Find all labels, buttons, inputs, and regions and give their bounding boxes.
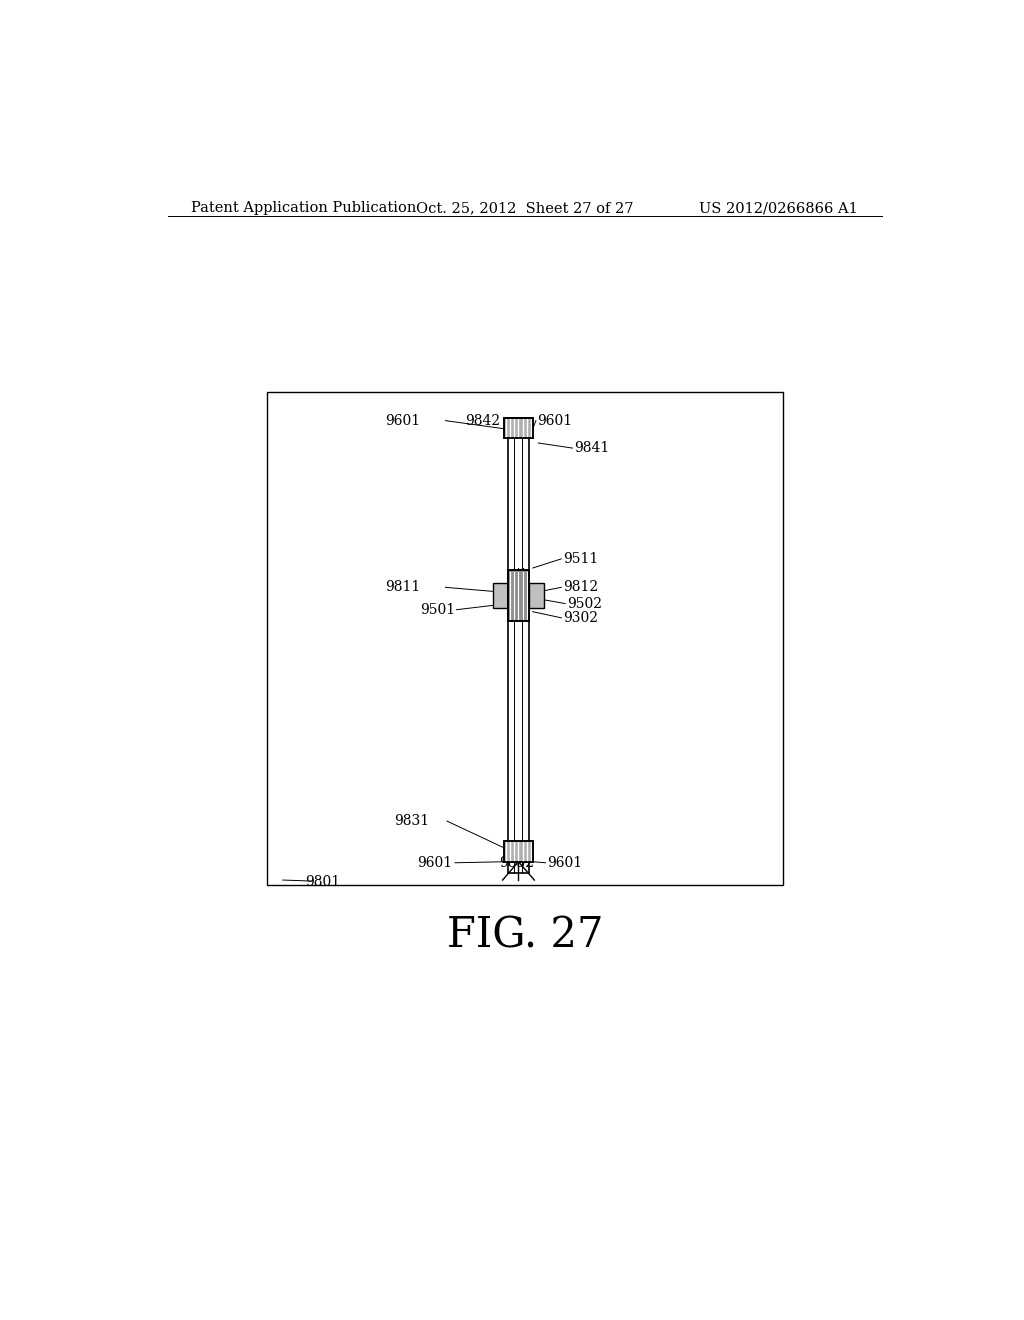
Text: 9811: 9811 [385,581,420,594]
Bar [508,570,528,620]
Text: 9601: 9601 [417,855,452,870]
Text: 9601: 9601 [385,413,420,428]
Text: 9842: 9842 [465,413,501,428]
Text: Patent Application Publication: Patent Application Publication [191,201,417,215]
Text: FIG. 27: FIG. 27 [446,915,603,957]
Text: 9832: 9832 [500,855,535,870]
Text: 9841: 9841 [574,441,609,455]
Bar [528,583,544,607]
Bar [267,392,782,886]
Bar [504,417,532,438]
Text: 9302: 9302 [563,611,598,624]
Text: 9601: 9601 [547,855,583,870]
Text: 9502: 9502 [567,597,602,611]
Text: Oct. 25, 2012  Sheet 27 of 27: Oct. 25, 2012 Sheet 27 of 27 [416,201,634,215]
Bar [504,841,532,862]
Text: 9511: 9511 [563,552,598,566]
Text: 9812: 9812 [563,581,598,594]
Text: 9501: 9501 [420,603,455,616]
Bar [504,841,532,862]
Bar [504,417,532,438]
Text: 9601: 9601 [538,413,572,428]
Bar [494,583,508,607]
Text: 9801: 9801 [305,875,340,890]
Bar [508,417,528,873]
Bar [508,570,528,620]
Text: US 2012/0266866 A1: US 2012/0266866 A1 [699,201,858,215]
Text: 9831: 9831 [394,814,430,828]
